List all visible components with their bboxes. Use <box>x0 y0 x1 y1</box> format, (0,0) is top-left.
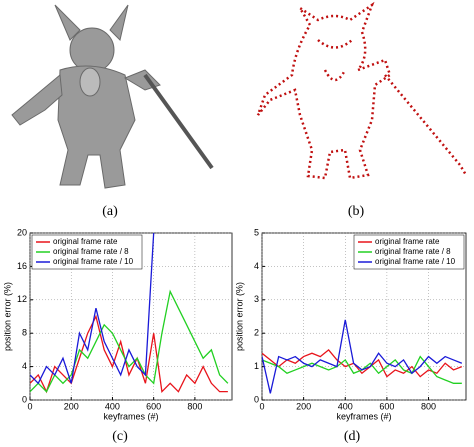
y-tick-label: 4 <box>254 261 259 271</box>
y-axis-label: position error (%) <box>2 282 12 351</box>
legend-label: original frame rate / 8 <box>53 247 129 256</box>
x-tick-label: 400 <box>105 401 120 411</box>
series-line <box>30 314 228 394</box>
y-axis-label: position error (%) <box>234 282 244 351</box>
y-tick-label: 8 <box>22 328 27 338</box>
x-tick-label: 600 <box>146 401 161 411</box>
y-tick-label: 12 <box>17 294 27 304</box>
caption: (d) <box>344 429 361 444</box>
series-line <box>30 233 155 385</box>
y-tick-label: 4 <box>22 361 27 371</box>
legend-label: original frame rate / 10 <box>53 257 134 266</box>
y-tick-label: 2 <box>254 328 259 338</box>
caption: (a) <box>102 204 118 219</box>
y-tick-label: 3 <box>254 294 259 304</box>
y-tick-label: 16 <box>17 261 27 271</box>
y-tick-label: 1 <box>254 361 259 371</box>
y-tick-label: 0 <box>254 394 259 404</box>
y-tick-label: 20 <box>17 227 27 237</box>
x-tick-label: 0 <box>259 401 264 411</box>
y-tick-label: 0 <box>22 394 27 404</box>
x-tick-label: 800 <box>187 401 202 411</box>
legend-label: original frame rate / 10 <box>375 257 456 266</box>
legend-label: original frame rate / 8 <box>375 247 451 256</box>
rendered-model <box>11 4 214 189</box>
x-tick-label: 400 <box>338 401 353 411</box>
series-line <box>262 319 463 394</box>
caption: (b) <box>348 204 365 219</box>
series-line <box>30 289 229 393</box>
caption: (c) <box>112 429 128 444</box>
x-tick-label: 200 <box>64 401 79 411</box>
x-tick-label: 800 <box>421 401 436 411</box>
series-line <box>262 348 463 378</box>
legend-box <box>31 234 143 270</box>
y-tick-label: 5 <box>254 227 259 237</box>
legend-label: original frame rate <box>375 237 440 246</box>
legend-label: original frame rate <box>53 237 118 246</box>
x-tick-label: 0 <box>27 401 32 411</box>
x-tick-label: 200 <box>296 401 311 411</box>
x-tick-label: 600 <box>379 401 394 411</box>
x-axis-label: keyframes (#) <box>103 411 158 421</box>
contour-points <box>256 1 468 180</box>
x-axis-label: keyframes (#) <box>336 411 391 421</box>
legend-box <box>353 234 465 270</box>
